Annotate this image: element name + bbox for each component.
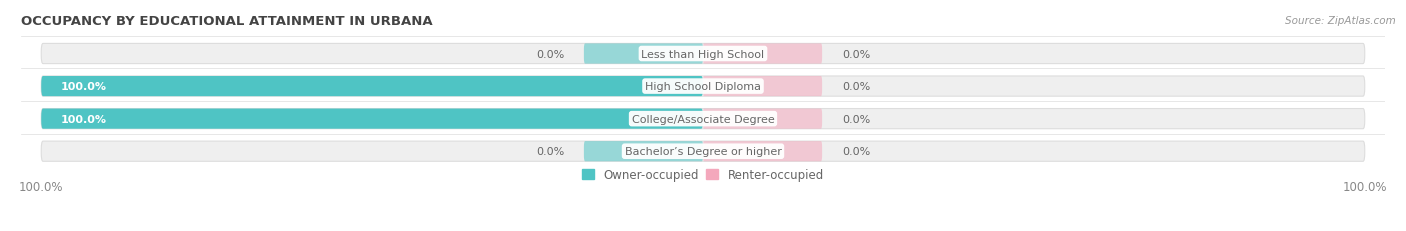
Text: 0.0%: 0.0% <box>842 147 870 157</box>
FancyBboxPatch shape <box>41 142 1365 162</box>
FancyBboxPatch shape <box>41 77 1365 97</box>
FancyBboxPatch shape <box>703 109 823 129</box>
FancyBboxPatch shape <box>41 44 1365 64</box>
Text: College/Associate Degree: College/Associate Degree <box>631 114 775 124</box>
Legend: Owner-occupied, Renter-occupied: Owner-occupied, Renter-occupied <box>582 168 824 181</box>
Text: 0.0%: 0.0% <box>536 147 564 157</box>
FancyBboxPatch shape <box>703 44 823 64</box>
Text: Less than High School: Less than High School <box>641 49 765 59</box>
Text: 0.0%: 0.0% <box>536 49 564 59</box>
Text: Bachelor’s Degree or higher: Bachelor’s Degree or higher <box>624 147 782 157</box>
Text: OCCUPANCY BY EDUCATIONAL ATTAINMENT IN URBANA: OCCUPANCY BY EDUCATIONAL ATTAINMENT IN U… <box>21 15 433 28</box>
FancyBboxPatch shape <box>41 109 1365 129</box>
Text: Source: ZipAtlas.com: Source: ZipAtlas.com <box>1285 16 1396 26</box>
FancyBboxPatch shape <box>703 142 823 162</box>
Text: 100.0%: 100.0% <box>60 82 107 92</box>
FancyBboxPatch shape <box>583 142 703 162</box>
Text: 0.0%: 0.0% <box>842 82 870 92</box>
FancyBboxPatch shape <box>41 77 703 97</box>
FancyBboxPatch shape <box>703 77 823 97</box>
Text: High School Diploma: High School Diploma <box>645 82 761 92</box>
Text: 0.0%: 0.0% <box>842 49 870 59</box>
Text: 0.0%: 0.0% <box>842 114 870 124</box>
FancyBboxPatch shape <box>41 109 703 129</box>
FancyBboxPatch shape <box>583 44 703 64</box>
Text: 100.0%: 100.0% <box>60 114 107 124</box>
